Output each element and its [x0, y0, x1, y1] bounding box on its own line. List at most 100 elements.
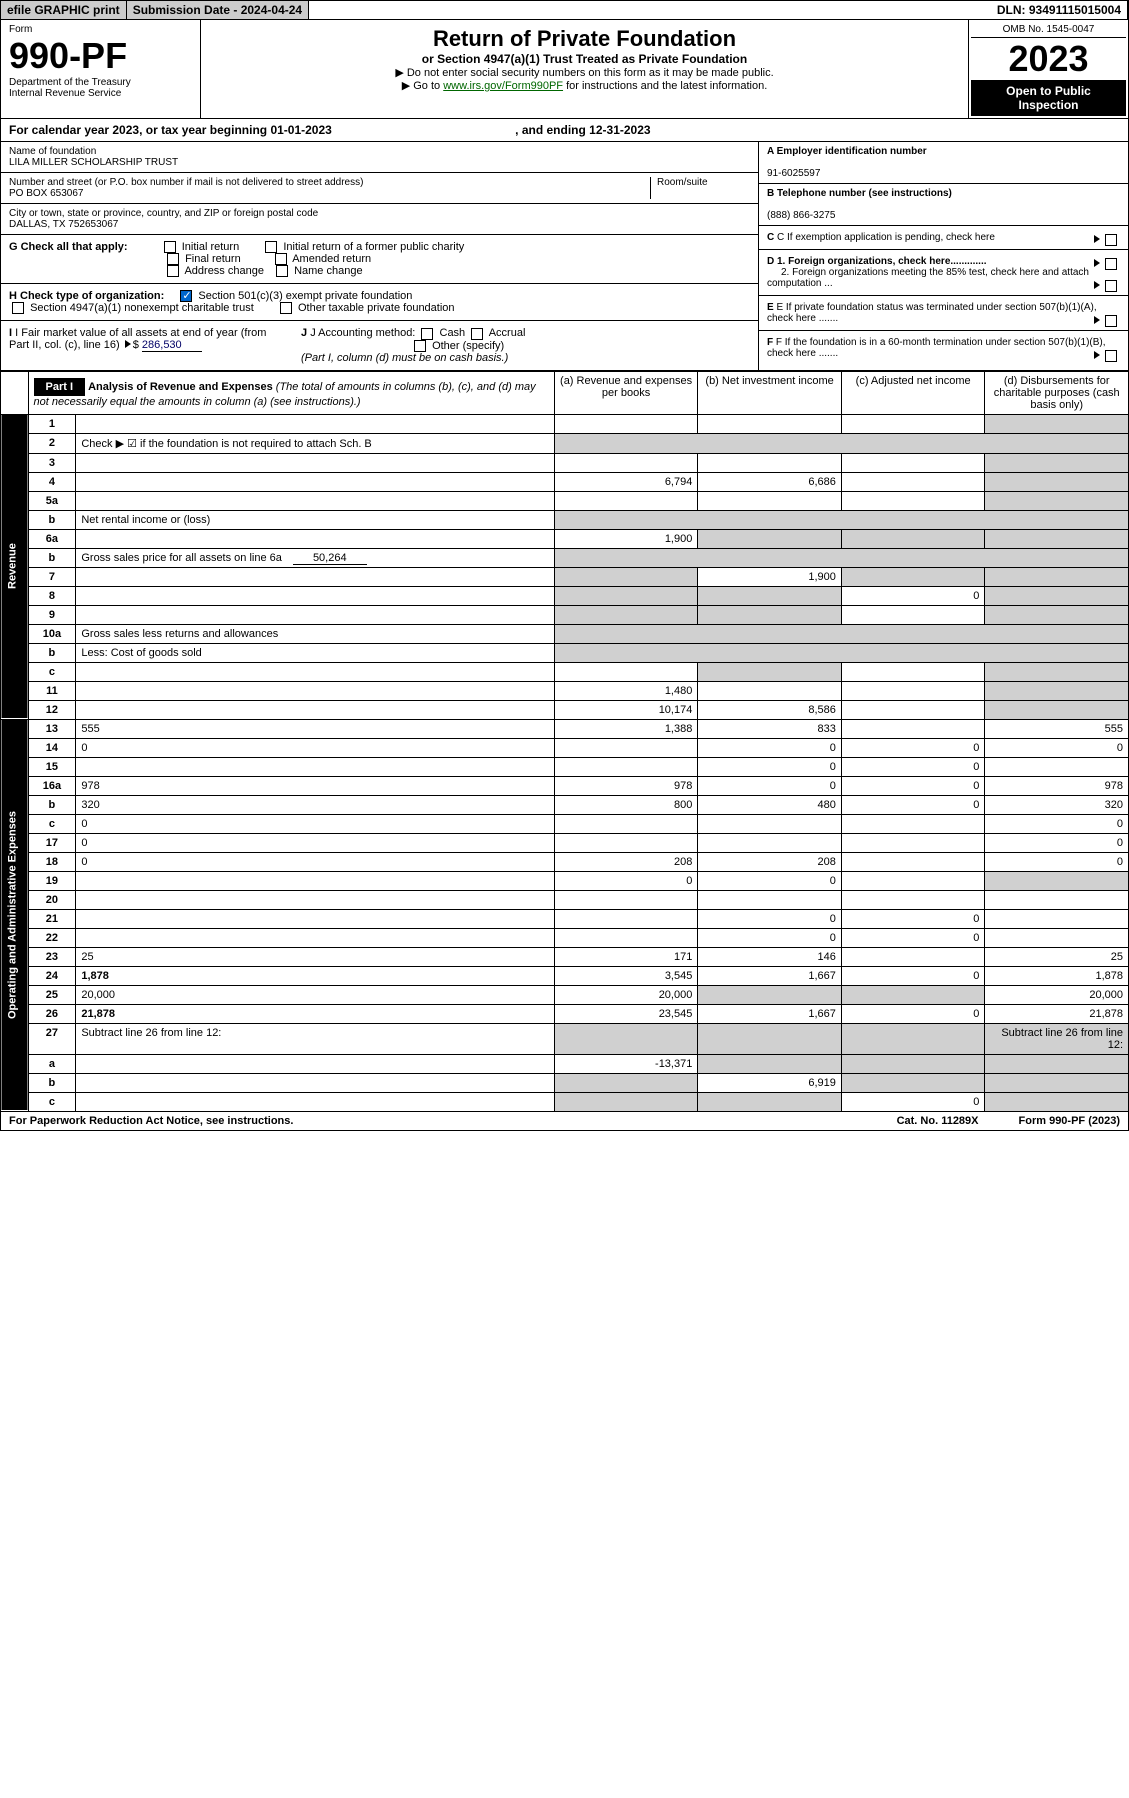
line-number: 14 — [28, 738, 76, 757]
cat-number: Cat. No. 11289X — [897, 1115, 979, 1127]
open-public: Open to PublicInspection — [971, 80, 1126, 116]
val-a: 23,545 — [554, 1004, 698, 1023]
val-c: 0 — [841, 738, 985, 757]
title-box: Return of Private Foundation or Section … — [201, 20, 968, 118]
val-c — [841, 662, 985, 681]
val-c: 0 — [841, 795, 985, 814]
line-desc: 1,878 — [76, 966, 554, 985]
table-row: 232517114625 — [1, 947, 1129, 966]
line-desc — [76, 605, 554, 624]
val-d — [985, 414, 1129, 433]
checkbox-501c3[interactable] — [180, 290, 192, 302]
checkbox-final[interactable] — [167, 253, 179, 265]
line-number: c — [28, 814, 76, 833]
val-b — [698, 890, 842, 909]
val-b: 0 — [698, 909, 842, 928]
line-desc — [76, 453, 554, 472]
val-b: 0 — [698, 928, 842, 947]
val-a — [554, 662, 698, 681]
val-d — [985, 1073, 1129, 1092]
val-a — [554, 757, 698, 776]
val-d: 0 — [985, 833, 1129, 852]
val-c: 0 — [841, 1004, 985, 1023]
irs-link[interactable]: www.irs.gov/Form990PF — [443, 80, 563, 92]
val-c — [841, 605, 985, 624]
checkbox-4947[interactable] — [12, 302, 24, 314]
line-number: 3 — [28, 453, 76, 472]
val-a: 978 — [554, 776, 698, 795]
main-title: Return of Private Foundation — [207, 26, 962, 52]
val-d — [985, 567, 1129, 586]
table-row: 16a97897800978 — [1, 776, 1129, 795]
val-a — [554, 1092, 698, 1111]
d-check: D 1. Foreign organizations, check here..… — [759, 250, 1128, 296]
line-number: a — [28, 1054, 76, 1073]
submission-date: Submission Date - 2024-04-24 — [127, 1, 309, 19]
checkbox-address[interactable] — [167, 265, 179, 277]
line-number: 27 — [28, 1023, 76, 1054]
col-c-header: (c) Adjusted net income — [841, 371, 985, 414]
table-row: 6a1,900 — [1, 529, 1129, 548]
table-row: bLess: Cost of goods sold — [1, 643, 1129, 662]
table-row: 2520,00020,00020,000 — [1, 985, 1129, 1004]
line-desc: 0 — [76, 814, 554, 833]
val-c — [841, 453, 985, 472]
val-d — [985, 928, 1129, 947]
form-ref: Form 990-PF (2023) — [1019, 1115, 1120, 1127]
val-c — [841, 871, 985, 890]
table-row: 2200 — [1, 928, 1129, 947]
checkbox-initial-former[interactable] — [265, 241, 277, 253]
checkbox-accrual[interactable] — [471, 328, 483, 340]
form-number: 990-PF — [9, 35, 192, 77]
table-row: 2100 — [1, 909, 1129, 928]
checkbox-initial[interactable] — [164, 241, 176, 253]
val-a: 1,900 — [554, 529, 698, 548]
table-row: 2621,87823,5451,667021,878 — [1, 1004, 1129, 1023]
checkbox-other-org[interactable] — [280, 302, 292, 314]
val-c — [841, 700, 985, 719]
val-a: 1,480 — [554, 681, 698, 700]
val-d — [985, 1054, 1129, 1073]
line-number: c — [28, 1092, 76, 1111]
val-c — [841, 947, 985, 966]
val-b — [698, 1054, 842, 1073]
line-desc — [76, 928, 554, 947]
line-desc — [76, 529, 554, 548]
val-b: 0 — [698, 757, 842, 776]
info-grid: Name of foundation LILA MILLER SCHOLARSH… — [0, 142, 1129, 371]
efile-button[interactable]: efile GRAPHIC print — [1, 1, 127, 19]
table-row: bNet rental income or (loss) — [1, 510, 1129, 529]
line-number: 12 — [28, 700, 76, 719]
val-a — [554, 605, 698, 624]
checkbox-d2[interactable] — [1105, 280, 1117, 292]
val-c: 0 — [841, 928, 985, 947]
checkbox-other-method[interactable] — [414, 340, 426, 352]
checkbox-name[interactable] — [276, 265, 288, 277]
line-number: 18 — [28, 852, 76, 871]
val-a — [554, 909, 698, 928]
footer: For Paperwork Reduction Act Notice, see … — [0, 1112, 1129, 1131]
instruction-1: ▶ Do not enter social security numbers o… — [207, 66, 962, 79]
checkbox-e[interactable] — [1105, 315, 1117, 327]
val-d — [985, 871, 1129, 890]
table-row: c0 — [1, 1092, 1129, 1111]
checkbox-d1[interactable] — [1105, 258, 1117, 270]
checkbox-c[interactable] — [1105, 234, 1117, 246]
val-d — [985, 700, 1129, 719]
checkbox-amended[interactable] — [275, 253, 287, 265]
line-number: 4 — [28, 472, 76, 491]
val-c: 0 — [841, 909, 985, 928]
val-d — [985, 757, 1129, 776]
val-d — [985, 472, 1129, 491]
val-b — [698, 453, 842, 472]
val-a: 10,174 — [554, 700, 698, 719]
foundation-name-cell: Name of foundation LILA MILLER SCHOLARSH… — [1, 142, 758, 173]
val-d — [985, 605, 1129, 624]
val-b: 8,586 — [698, 700, 842, 719]
checkbox-cash[interactable] — [421, 328, 433, 340]
line-desc — [76, 871, 554, 890]
checkbox-f[interactable] — [1105, 350, 1117, 362]
val-b — [698, 586, 842, 605]
line-desc — [76, 700, 554, 719]
val-d — [985, 909, 1129, 928]
